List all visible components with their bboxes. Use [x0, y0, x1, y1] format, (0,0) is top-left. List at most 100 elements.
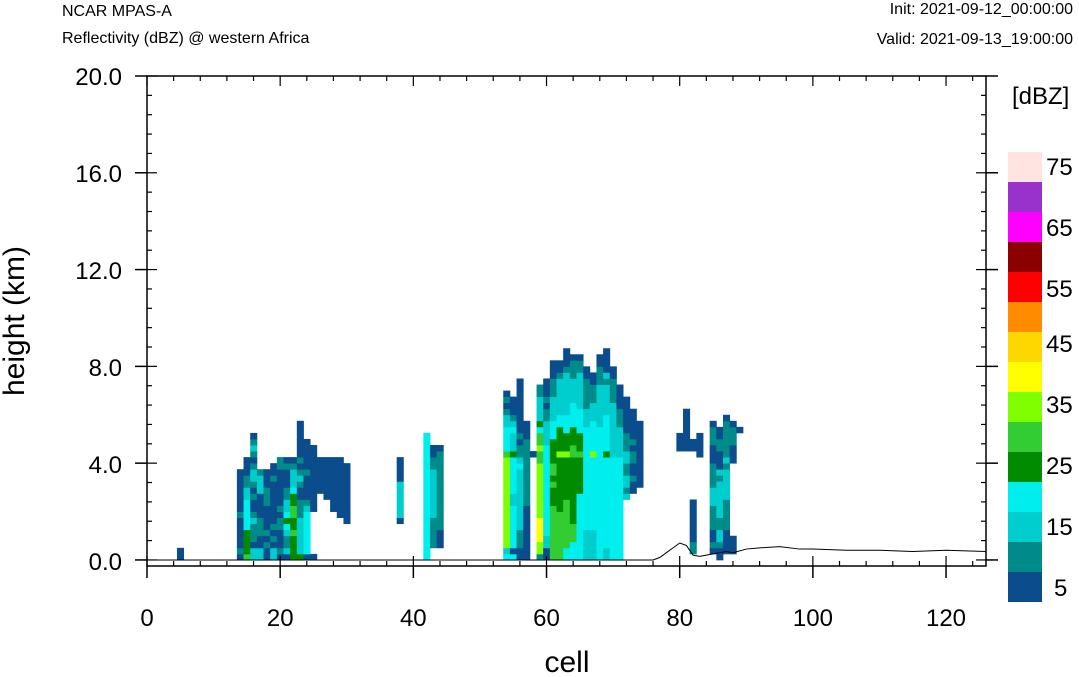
reflectivity-cell — [503, 426, 511, 434]
reflectivity-cell — [563, 354, 571, 361]
reflectivity-cell — [616, 384, 624, 391]
reflectivity-cell — [596, 481, 604, 488]
reflectivity-cell — [609, 384, 617, 391]
reflectivity-cell — [543, 426, 551, 434]
reflectivity-cell — [583, 414, 591, 422]
reflectivity-cell — [583, 481, 591, 488]
reflectivity-cell — [589, 529, 597, 537]
reflectivity-cell — [596, 487, 604, 494]
reflectivity-cell — [603, 517, 611, 525]
reflectivity-cell — [509, 432, 517, 440]
reflectivity-cell — [583, 511, 591, 519]
reflectivity-cell — [589, 469, 597, 476]
y-tick-label-12: 12.0 — [75, 258, 122, 285]
reflectivity-cell — [296, 426, 304, 434]
reflectivity-cell — [576, 553, 584, 561]
reflectivity-cell — [549, 523, 557, 531]
reflectivity-cell — [430, 475, 438, 482]
reflectivity-cell — [556, 420, 564, 428]
colorbar-label-25: 25 — [1046, 453, 1073, 480]
reflectivity-cell — [716, 445, 724, 452]
reflectivity-cell — [330, 463, 338, 470]
reflectivity-cell — [290, 487, 298, 494]
reflectivity-cell — [243, 505, 251, 512]
reflectivity-cell — [310, 505, 318, 512]
reflectivity-cell — [709, 451, 717, 458]
reflectivity-cell — [516, 438, 524, 446]
reflectivity-cell — [303, 475, 311, 482]
reflectivity-cell — [729, 426, 737, 434]
reflectivity-cell — [263, 541, 271, 549]
reflectivity-cell — [536, 384, 544, 391]
reflectivity-cell — [563, 390, 571, 398]
reflectivity-cell — [603, 511, 611, 519]
reflectivity-cell — [556, 438, 564, 446]
reflectivity-cell — [270, 487, 278, 494]
reflectivity-cell — [563, 445, 571, 452]
reflectivity-cell — [276, 493, 284, 500]
colorbar-label-5: 5 — [1054, 575, 1067, 602]
reflectivity-cell — [516, 505, 524, 512]
reflectivity-cell — [283, 517, 291, 525]
reflectivity-cell — [563, 553, 571, 561]
reflectivity-cell — [596, 408, 604, 416]
reflectivity-cell — [589, 481, 597, 488]
reflectivity-cell — [596, 445, 604, 452]
reflectivity-cell — [543, 438, 551, 446]
reflectivity-cell — [423, 535, 431, 543]
reflectivity-cell — [623, 481, 631, 488]
reflectivity-cell — [609, 493, 617, 500]
reflectivity-cell — [576, 469, 584, 476]
reflectivity-cell — [576, 529, 584, 537]
reflectivity-cell — [396, 511, 404, 519]
reflectivity-cell — [596, 438, 604, 446]
reflectivity-cell — [722, 445, 731, 452]
reflectivity-cell — [576, 499, 584, 506]
reflectivity-cell — [709, 426, 717, 434]
reflectivity-cell — [629, 481, 637, 488]
reflectivity-cell — [583, 499, 591, 506]
reflectivity-cell — [709, 487, 717, 494]
reflectivity-cell — [523, 499, 531, 506]
reflectivity-cell — [549, 438, 557, 446]
reflectivity-cell — [283, 475, 291, 482]
reflectivity-cell — [503, 529, 511, 537]
reflectivity-cell — [596, 499, 604, 506]
reflectivity-cell — [256, 493, 264, 500]
reflectivity-cell — [569, 493, 577, 500]
reflectivity-cell — [243, 469, 251, 476]
reflectivity-cell — [250, 553, 258, 561]
colorbar-swatch — [1008, 152, 1042, 182]
reflectivity-cell — [243, 475, 251, 482]
reflectivity-cell — [509, 517, 517, 525]
reflectivity-cell — [689, 505, 697, 512]
reflectivity-cell — [556, 426, 564, 434]
reflectivity-cell — [323, 457, 331, 464]
reflectivity-cell — [423, 438, 431, 446]
reflectivity-cell — [243, 481, 251, 488]
reflectivity-cell — [330, 505, 338, 512]
reflectivity-cell — [629, 438, 637, 446]
reflectivity-cell — [516, 463, 524, 470]
reflectivity-cell — [296, 469, 304, 476]
reflectivity-cell — [523, 475, 531, 482]
init-time: Init: 2021-09-12_00:00:00 — [889, 1, 1073, 18]
reflectivity-cell — [676, 432, 684, 440]
reflectivity-cell — [509, 463, 517, 470]
reflectivity-cell — [623, 414, 631, 422]
reflectivity-cell — [576, 457, 584, 464]
reflectivity-cell — [310, 553, 318, 561]
reflectivity-cell — [536, 547, 544, 555]
reflectivity-cell — [623, 408, 631, 416]
reflectivity-cell — [596, 469, 604, 476]
reflectivity-cell — [636, 445, 644, 452]
reflectivity-cell — [509, 408, 517, 416]
reflectivity-cell — [503, 547, 511, 555]
reflectivity-cell — [603, 408, 611, 416]
colorbar-swatch — [1008, 482, 1042, 512]
reflectivity-cell — [609, 541, 617, 549]
reflectivity-cell — [250, 463, 258, 470]
reflectivity-cell — [236, 541, 244, 549]
reflectivity-cell — [430, 523, 438, 531]
reflectivity-cell — [549, 402, 557, 410]
